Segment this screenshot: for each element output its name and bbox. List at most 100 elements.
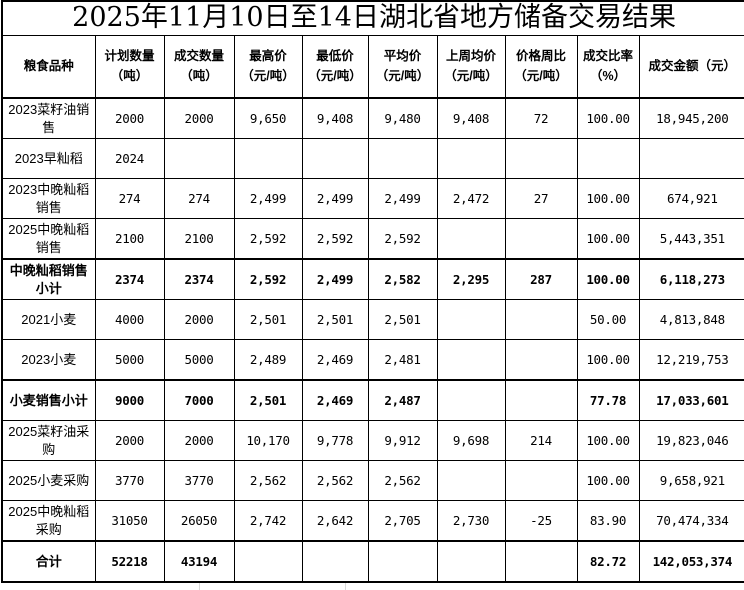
table-row: 合计 52218 43194 82.72 142,053,374 <box>1 540 744 583</box>
faint-gridline-vertical <box>199 583 200 590</box>
table-row: 2025菜籽油采购 2000 2000 10,170 9,778 9,912 9,698 21… <box>1 420 744 461</box>
column-header: 最高价 （元/吨） <box>233 35 303 99</box>
value-cell <box>436 138 506 179</box>
value-cell: 5000 <box>163 339 235 381</box>
value-cell: 72 <box>504 97 578 139</box>
value-cell: 2374 <box>94 258 165 300</box>
value-cell: 2,489 <box>233 339 303 381</box>
table-row: 小麦销售小计 9000 7000 2,501 2,469 2,487 77.78 17,033… <box>1 379 744 421</box>
value-cell: 3770 <box>163 460 235 501</box>
column-header: 价格周比 （元/吨） <box>504 35 578 99</box>
value-cell: 70,474,334 <box>638 500 744 542</box>
value-cell: 2,295 <box>436 258 506 300</box>
value-cell: 2,481 <box>367 339 438 381</box>
value-cell: 2100 <box>94 218 165 260</box>
value-cell: 2,501 <box>367 299 438 340</box>
value-cell: 100.00 <box>576 339 640 381</box>
value-cell: 52218 <box>94 540 165 583</box>
table-row: 2025中晚籼稻销售 2100 2100 2,592 2,592 2,592 100.00 5… <box>1 218 744 260</box>
value-cell: 9,408 <box>301 97 369 139</box>
value-cell: 674,921 <box>638 178 744 219</box>
value-cell: 2,562 <box>301 460 369 501</box>
value-cell: 9,698 <box>436 420 506 461</box>
variety-cell: 2025中晚籼稻销售 <box>1 218 96 260</box>
table-row: 2025中晚籼稻采购 31050 26050 2,742 2,642 2,705 2,730… <box>1 500 744 542</box>
value-cell: 2,582 <box>367 258 438 300</box>
variety-cell: 2025菜籽油采购 <box>1 420 96 461</box>
value-cell: 82.72 <box>576 540 640 583</box>
value-cell <box>504 299 578 340</box>
value-cell: 9,408 <box>436 97 506 139</box>
value-cell <box>436 540 506 583</box>
value-cell: 2,499 <box>367 178 438 219</box>
value-cell <box>576 138 640 179</box>
value-cell: 6,118,273 <box>638 258 744 300</box>
value-cell: 9000 <box>94 379 165 421</box>
value-cell: 2000 <box>163 299 235 340</box>
value-cell: 2,501 <box>233 379 303 421</box>
value-cell: 2,742 <box>233 500 303 542</box>
value-cell <box>233 540 303 583</box>
value-cell: 287 <box>504 258 578 300</box>
value-cell: 9,480 <box>367 97 438 139</box>
value-cell: 7000 <box>163 379 235 421</box>
value-cell <box>436 460 506 501</box>
value-cell <box>301 540 369 583</box>
variety-cell: 2023菜籽油销售 <box>1 97 96 139</box>
table-row: 2025小麦采购 3770 3770 2,562 2,562 2,562 100.00 9,6… <box>1 460 744 501</box>
value-cell: 2,592 <box>233 258 303 300</box>
value-cell <box>301 138 369 179</box>
value-cell: 9,778 <box>301 420 369 461</box>
value-cell: 100.00 <box>576 420 640 461</box>
value-cell: 12,219,753 <box>638 339 744 381</box>
value-cell: 2,642 <box>301 500 369 542</box>
column-header: 最低价 （元/吨） <box>301 35 369 99</box>
value-cell <box>436 218 506 260</box>
value-cell: 2100 <box>163 218 235 260</box>
column-header: 成交比率 （%） <box>576 35 640 99</box>
variety-cell: 2023中晚籼稻销售 <box>1 178 96 219</box>
table-row: 2023早籼稻 2024 <box>1 138 744 179</box>
value-cell: 2,705 <box>367 500 438 542</box>
column-header: 成交金额（元） <box>638 35 744 99</box>
value-cell: 2024 <box>94 138 165 179</box>
value-cell: 2,499 <box>301 258 369 300</box>
value-cell <box>504 138 578 179</box>
value-cell: 2,487 <box>367 379 438 421</box>
value-cell: 274 <box>163 178 235 219</box>
value-cell: 2,501 <box>301 299 369 340</box>
column-header: 粮食品种 <box>1 35 96 99</box>
value-cell: 2,730 <box>436 500 506 542</box>
value-cell <box>504 540 578 583</box>
value-cell: 4000 <box>94 299 165 340</box>
variety-cell: 2021小麦 <box>1 299 96 340</box>
faint-gridline-vertical <box>345 583 346 590</box>
value-cell: 2,501 <box>233 299 303 340</box>
value-cell: 9,658,921 <box>638 460 744 501</box>
variety-cell: 2025小麦采购 <box>1 460 96 501</box>
value-cell <box>436 379 506 421</box>
column-header: 上周均价 （元/吨） <box>436 35 506 99</box>
value-cell: 2374 <box>163 258 235 300</box>
value-cell: 2,562 <box>233 460 303 501</box>
value-cell: 19,823,046 <box>638 420 744 461</box>
value-cell: 2,592 <box>301 218 369 260</box>
value-cell: 2000 <box>94 420 165 461</box>
value-cell: 9,650 <box>233 97 303 139</box>
variety-cell: 2025中晚籼稻采购 <box>1 500 96 542</box>
value-cell: 2,562 <box>367 460 438 501</box>
variety-cell: 小麦销售小计 <box>1 379 96 421</box>
value-cell: 50.00 <box>576 299 640 340</box>
value-cell: 100.00 <box>576 218 640 260</box>
value-cell: -25 <box>504 500 578 542</box>
value-cell <box>504 218 578 260</box>
value-cell <box>504 339 578 381</box>
value-cell: 214 <box>504 420 578 461</box>
spreadsheet-margin <box>0 583 744 590</box>
value-cell: 142,053,374 <box>638 540 744 583</box>
value-cell: 83.90 <box>576 500 640 542</box>
value-cell: 17,033,601 <box>638 379 744 421</box>
column-header: 成交数量 （吨） <box>163 35 235 99</box>
value-cell: 2,469 <box>301 339 369 381</box>
